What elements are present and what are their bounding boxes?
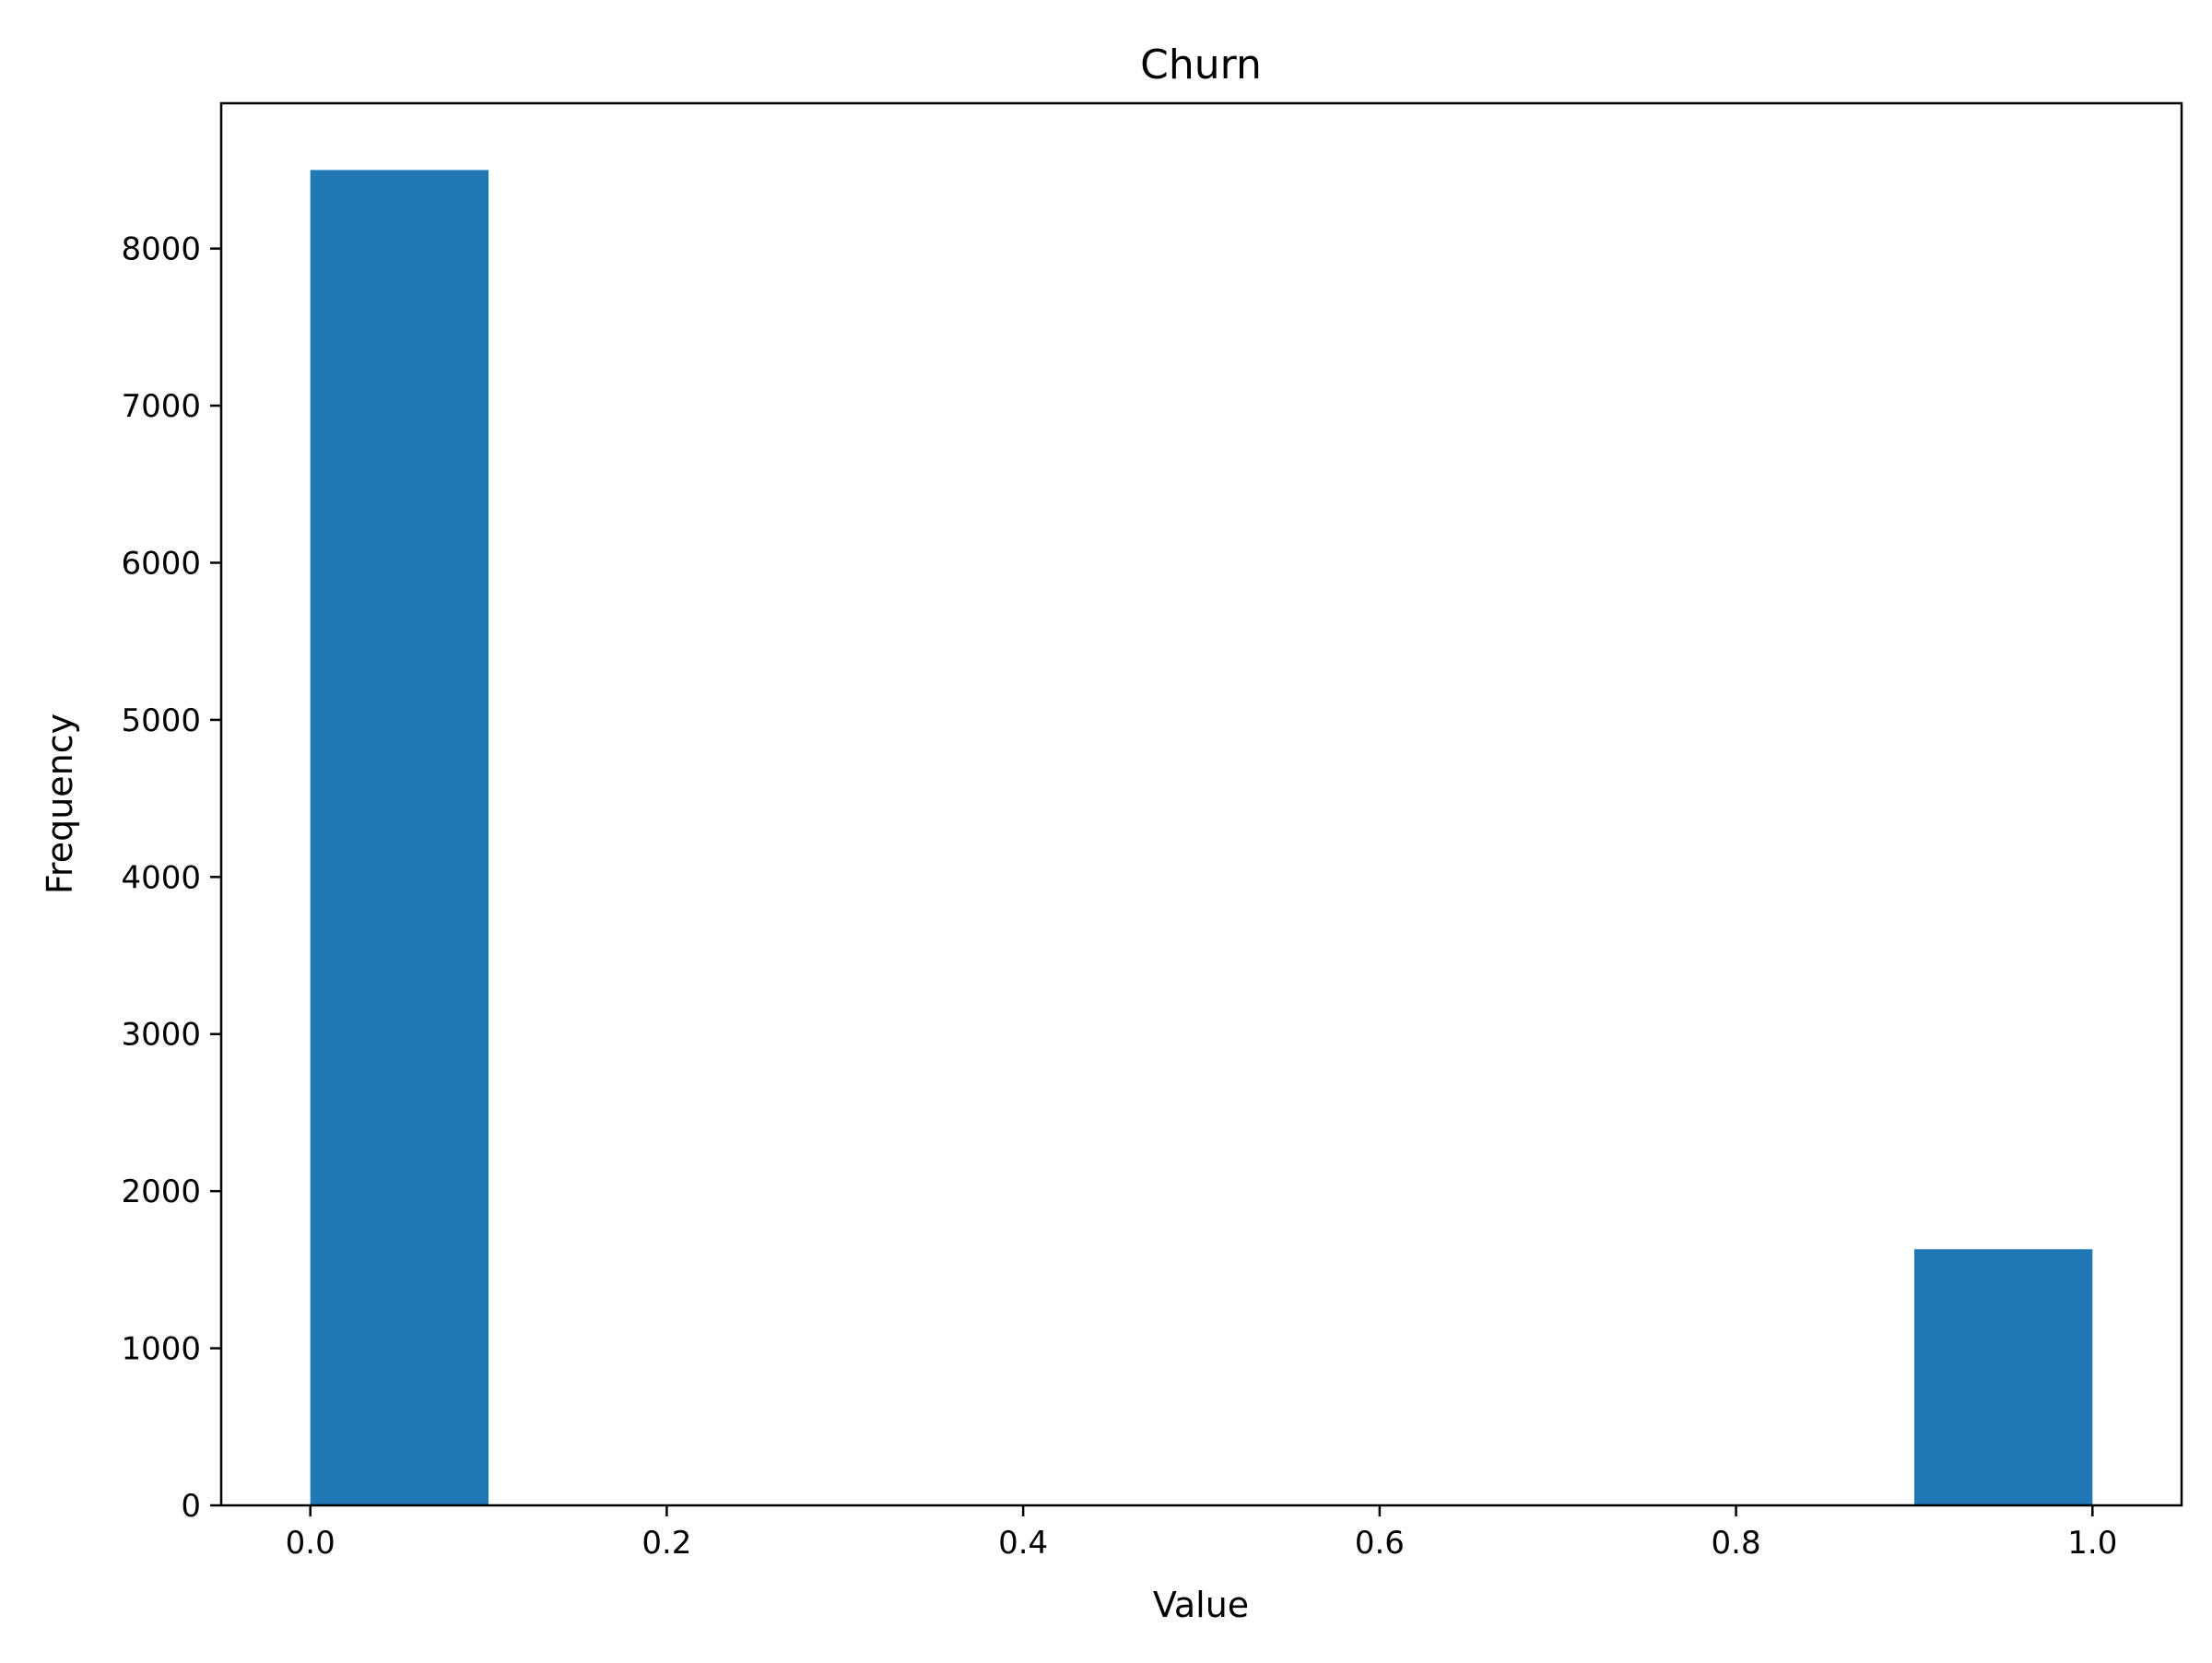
histogram-bar-9 bbox=[1913, 1249, 2093, 1505]
x-tick-label: 0.0 bbox=[286, 1525, 335, 1562]
histogram-bar-0 bbox=[310, 170, 489, 1505]
y-tick-label: 3000 bbox=[121, 1017, 201, 1054]
y-tick-label: 7000 bbox=[121, 388, 201, 425]
x-tick-label: 0.2 bbox=[641, 1525, 691, 1562]
bars-layer bbox=[310, 170, 2093, 1505]
y-axis: 0 1000 2000 3000 4000 5000 6000 7000 8000 bbox=[121, 231, 221, 1525]
x-tick-label: 0.6 bbox=[1355, 1525, 1405, 1562]
plot-frame bbox=[219, 101, 2183, 1507]
y-axis-label: Frequency bbox=[40, 714, 80, 894]
y-tick-label: 8000 bbox=[121, 231, 201, 268]
y-tick-label: 6000 bbox=[121, 545, 201, 582]
y-tick-label: 2000 bbox=[121, 1174, 201, 1210]
x-axis: 0.0 0.2 0.4 0.6 0.8 1.0 bbox=[286, 1505, 2117, 1562]
y-tick-label: 0 bbox=[181, 1488, 201, 1525]
y-tick-label: 1000 bbox=[121, 1331, 201, 1368]
x-tick-label: 1.0 bbox=[2067, 1525, 2117, 1562]
x-axis-label: Value bbox=[1153, 1585, 1249, 1625]
y-tick-label: 4000 bbox=[121, 859, 201, 896]
y-tick-label: 5000 bbox=[121, 702, 201, 739]
x-tick-label: 0.4 bbox=[998, 1525, 1048, 1562]
x-tick-label: 0.8 bbox=[1712, 1525, 1761, 1562]
chart-title: Churn bbox=[1140, 41, 1262, 88]
